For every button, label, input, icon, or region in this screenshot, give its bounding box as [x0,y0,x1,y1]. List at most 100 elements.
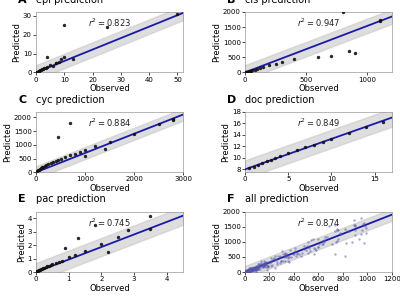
Point [307,249,313,254]
Point [250,265,256,269]
Point [263,263,269,268]
Point [351,233,358,237]
Point [72,151,78,156]
Point [266,261,273,266]
Point [243,268,249,273]
Point [251,267,258,271]
Point [247,267,253,272]
Point [262,261,269,266]
Point [271,257,278,262]
Point [253,266,259,271]
Point [170,116,176,121]
Point [247,269,253,273]
Point [244,269,251,274]
Point [342,253,348,258]
Point [43,163,49,168]
Point [260,265,266,269]
Point [255,264,262,269]
Point [242,269,249,274]
Point [250,164,257,169]
Point [245,269,251,273]
Point [252,264,258,269]
Point [316,242,322,246]
Point [57,156,64,161]
Point [258,261,265,266]
Point [56,260,62,264]
Point [252,268,258,273]
Point [131,131,137,136]
Point [361,220,368,225]
Point [243,70,249,74]
Point [346,131,352,135]
Point [244,269,250,274]
Point [251,266,257,271]
Point [244,69,250,74]
Text: cis prediction: cis prediction [245,0,310,5]
Point [352,51,358,55]
Point [250,267,256,271]
Point [245,269,252,273]
Point [294,148,300,153]
Point [244,268,250,273]
Point [246,268,252,273]
Point [358,216,364,221]
Point [265,260,271,264]
Point [380,119,386,124]
Point [43,65,49,70]
Point [285,253,292,258]
Point [261,263,268,268]
Point [34,169,40,173]
Point [338,232,344,237]
Point [245,267,252,272]
Point [260,261,267,266]
Point [296,251,303,256]
Point [253,269,260,274]
Point [278,60,285,64]
Point [246,268,253,272]
Point [252,263,259,268]
Point [282,259,288,263]
Point [244,269,250,274]
Text: B: B [227,0,236,5]
Point [44,64,50,69]
Point [358,231,364,236]
Point [264,264,271,269]
Point [259,161,265,165]
Point [67,120,74,125]
Point [263,159,270,164]
Point [52,261,59,266]
Point [34,269,40,274]
Point [342,226,348,231]
Point [245,69,252,74]
Y-axis label: Predicted: Predicted [221,122,230,162]
Point [246,68,253,73]
X-axis label: Observed: Observed [298,284,339,293]
Point [298,253,304,258]
Point [260,264,266,269]
Point [268,259,275,264]
Point [257,264,263,269]
Point [248,268,254,273]
Point [244,70,250,74]
Point [244,269,251,273]
Text: E: E [18,194,26,204]
Point [245,268,251,272]
Point [260,263,267,267]
Point [253,263,260,268]
Point [263,259,270,264]
Point [252,67,258,72]
Point [308,237,315,242]
Point [246,267,252,272]
Point [243,270,249,274]
Point [253,267,260,271]
Point [244,268,251,273]
Point [242,270,248,274]
Point [242,270,249,274]
Point [43,265,49,269]
Point [48,160,54,165]
Point [254,266,260,271]
Point [252,267,258,272]
Point [245,269,252,273]
Point [247,267,254,271]
Point [306,244,312,248]
